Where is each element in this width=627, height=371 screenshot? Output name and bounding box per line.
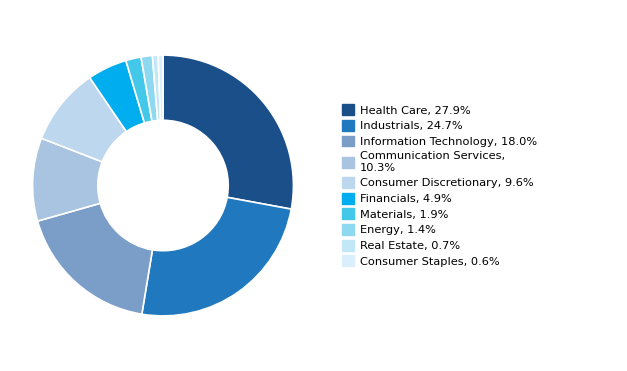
Wedge shape xyxy=(33,138,102,221)
Wedge shape xyxy=(90,60,144,132)
Wedge shape xyxy=(163,55,293,209)
Wedge shape xyxy=(38,203,152,314)
Wedge shape xyxy=(41,78,127,162)
Legend: Health Care, 27.9%, Industrials, 24.7%, Information Technology, 18.0%, Communica: Health Care, 27.9%, Industrials, 24.7%, … xyxy=(338,101,540,270)
Wedge shape xyxy=(158,55,163,120)
Wedge shape xyxy=(142,197,292,316)
Wedge shape xyxy=(141,56,158,121)
Wedge shape xyxy=(126,57,152,123)
Wedge shape xyxy=(152,55,161,121)
